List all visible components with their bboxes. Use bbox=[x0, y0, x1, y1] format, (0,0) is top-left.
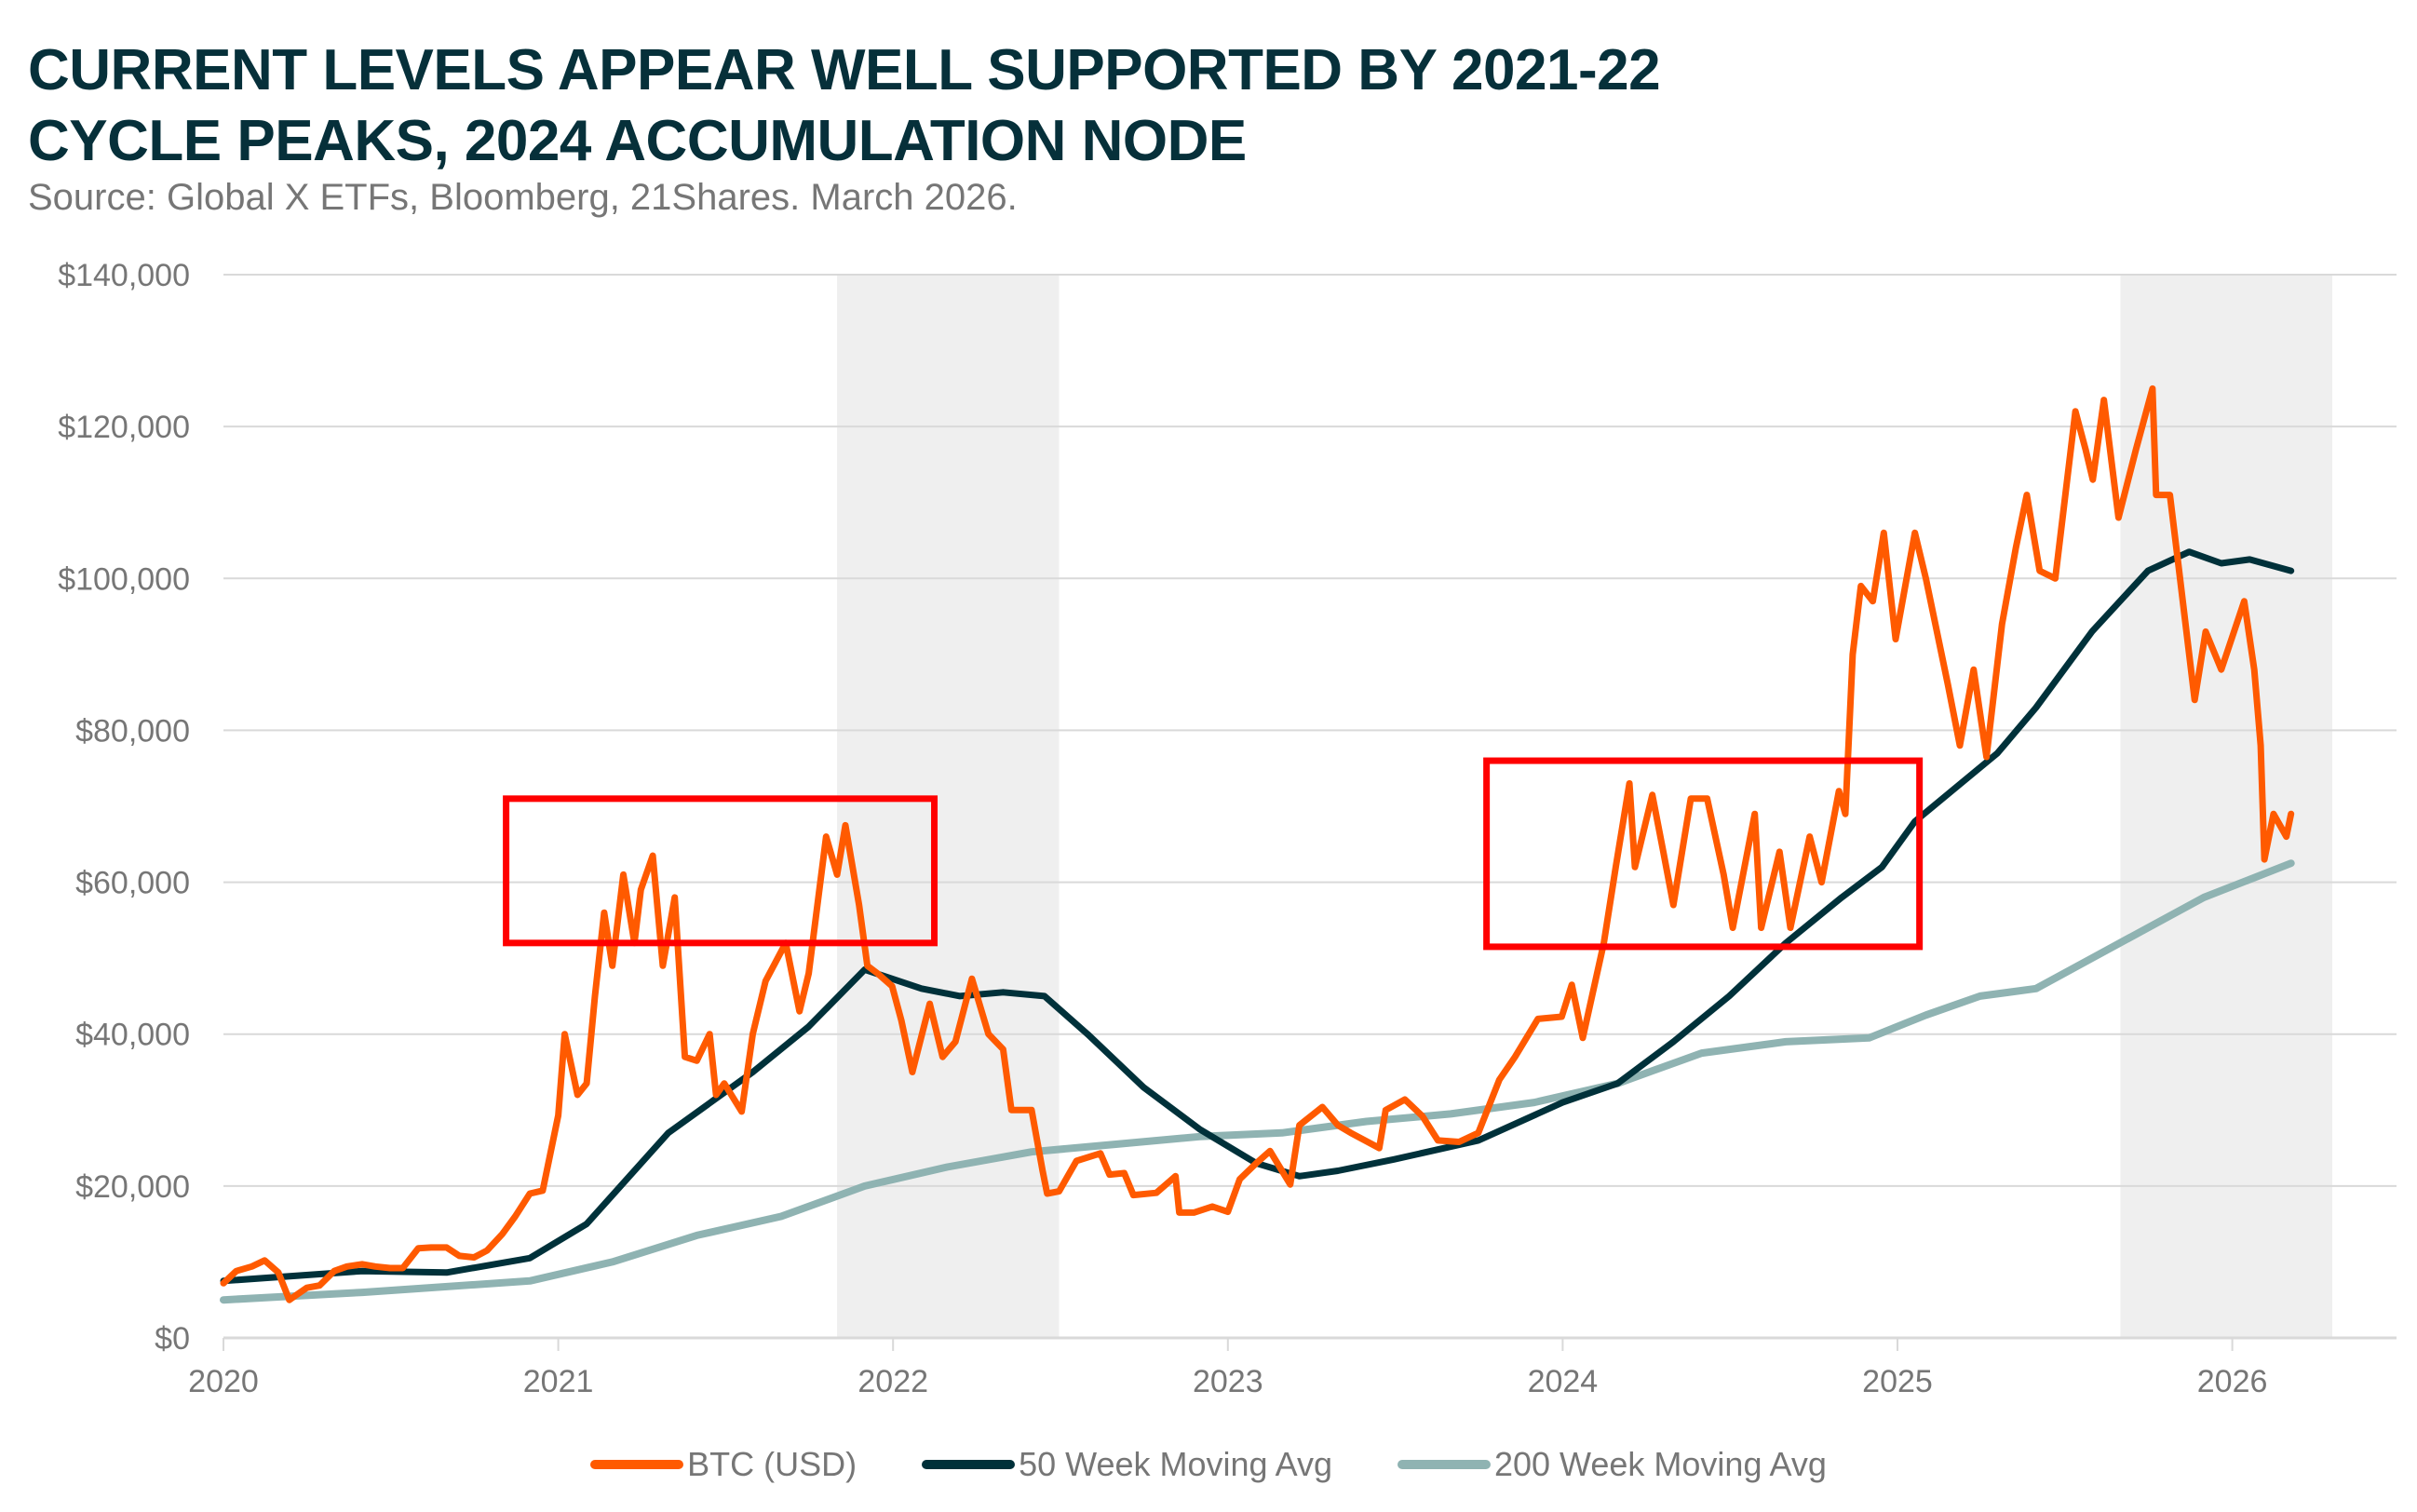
series-line-200wk-ma bbox=[220, 859, 2295, 1304]
x-tick-label: 2020 bbox=[188, 1364, 259, 1399]
x-tick-label: 2024 bbox=[1528, 1364, 1599, 1399]
highlight-box-0 bbox=[503, 795, 938, 947]
y-tick-label: $0 bbox=[155, 1321, 190, 1357]
x-tick-label: 2026 bbox=[2197, 1364, 2268, 1399]
legend-item-200wk: 200 Week Moving Avg bbox=[1397, 1445, 1827, 1484]
y-tick-label: $60,000 bbox=[75, 866, 190, 901]
y-tick-label: $100,000 bbox=[58, 561, 190, 597]
y-tick-label: $140,000 bbox=[58, 258, 190, 293]
legend-label-50wk: 50 Week Moving Avg bbox=[1019, 1445, 1332, 1483]
highlight-box-1 bbox=[1483, 757, 1924, 951]
legend-swatch-200wk bbox=[1397, 1460, 1491, 1469]
series-line-50wk-ma bbox=[220, 548, 2295, 1285]
chart-subtitle: Source: Global X ETFs, Bloomberg, 21Shar… bbox=[28, 177, 1018, 218]
shaded-periods bbox=[837, 275, 2332, 1338]
legend-label-200wk: 200 Week Moving Avg bbox=[1493, 1445, 1827, 1483]
axes: $0 $20,000 $40,000 $60,000 $80,000 $100,000 $1… bbox=[58, 258, 2397, 1399]
legend-swatch-btc bbox=[590, 1460, 684, 1469]
y-tick-label: $20,000 bbox=[75, 1169, 190, 1205]
gridlines bbox=[223, 274, 2397, 1187]
legend: BTC (USD) 50 Week Moving Avg 200 Week Mo… bbox=[0, 1445, 2417, 1484]
x-tick-label: 2021 bbox=[523, 1364, 594, 1399]
x-tick-label: 2025 bbox=[1862, 1364, 1933, 1399]
y-tick-label: $120,000 bbox=[58, 410, 190, 445]
legend-swatch-50wk bbox=[922, 1460, 1016, 1469]
legend-label-btc: BTC (USD) bbox=[687, 1445, 857, 1483]
title-line-2: CYCLE PEAKS, 2024 ACCUMULATION NODE bbox=[28, 109, 1247, 173]
x-tick-label: 2023 bbox=[1193, 1364, 1263, 1399]
legend-item-btc: BTC (USD) bbox=[590, 1445, 857, 1484]
y-tick-label: $80,000 bbox=[75, 713, 190, 749]
legend-item-50wk: 50 Week Moving Avg bbox=[922, 1445, 1332, 1484]
series-lines bbox=[220, 385, 2295, 1304]
shaded-period-0 bbox=[837, 275, 1060, 1338]
title-line-1: CURRENT LEVELS APPEAR WELL SUPPORTED BY … bbox=[28, 38, 1661, 102]
y-tick-label: $40,000 bbox=[75, 1018, 190, 1053]
chart-title: CURRENT LEVELS APPEAR WELL SUPPORTED BY … bbox=[28, 35, 1661, 177]
series-line-btc bbox=[220, 385, 2295, 1303]
x-tick-label: 2022 bbox=[857, 1364, 928, 1399]
highlight-boxes bbox=[503, 757, 1924, 951]
